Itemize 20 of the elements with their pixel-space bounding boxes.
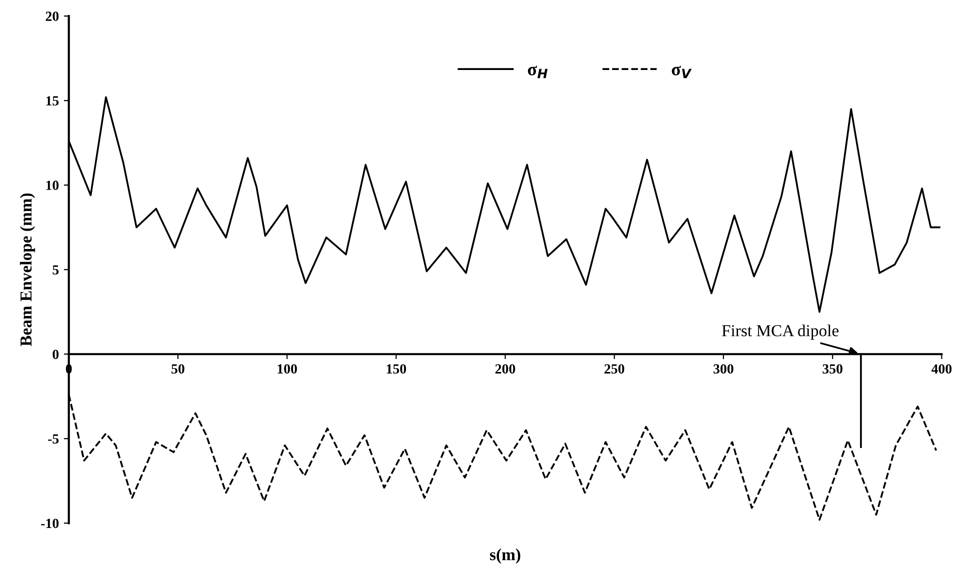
x-tick-label: 100 <box>278 364 297 374</box>
x-tick-label: 200 <box>495 364 516 374</box>
y-tick-label: -10 <box>41 518 59 528</box>
x-tick-label: 400 <box>931 364 952 374</box>
x-axis-title: s(m) <box>490 548 520 564</box>
x-tick-label: 250 <box>604 364 624 374</box>
y-tick-label: 0 <box>52 350 59 360</box>
x-tick-label: 350 <box>822 364 842 374</box>
y-axis-title: Beam Envelope (mm) <box>20 193 36 346</box>
y-tick-label: 20 <box>46 12 59 21</box>
y-tick-label: -5 <box>48 434 59 444</box>
x-tick-label: 50 <box>172 364 184 374</box>
x-tick-label: 150 <box>386 364 406 374</box>
y-tick-label: 5 <box>52 265 59 275</box>
y-tick-label: 15 <box>46 96 59 106</box>
y-tick-label: 10 <box>46 180 59 190</box>
x-tick-label: 300 <box>714 364 734 374</box>
legend-label: σ$_{V}$ <box>672 66 692 78</box>
legend-label: σ$_{H}$ <box>528 66 548 78</box>
annotation: First MCA dipole <box>722 324 839 340</box>
